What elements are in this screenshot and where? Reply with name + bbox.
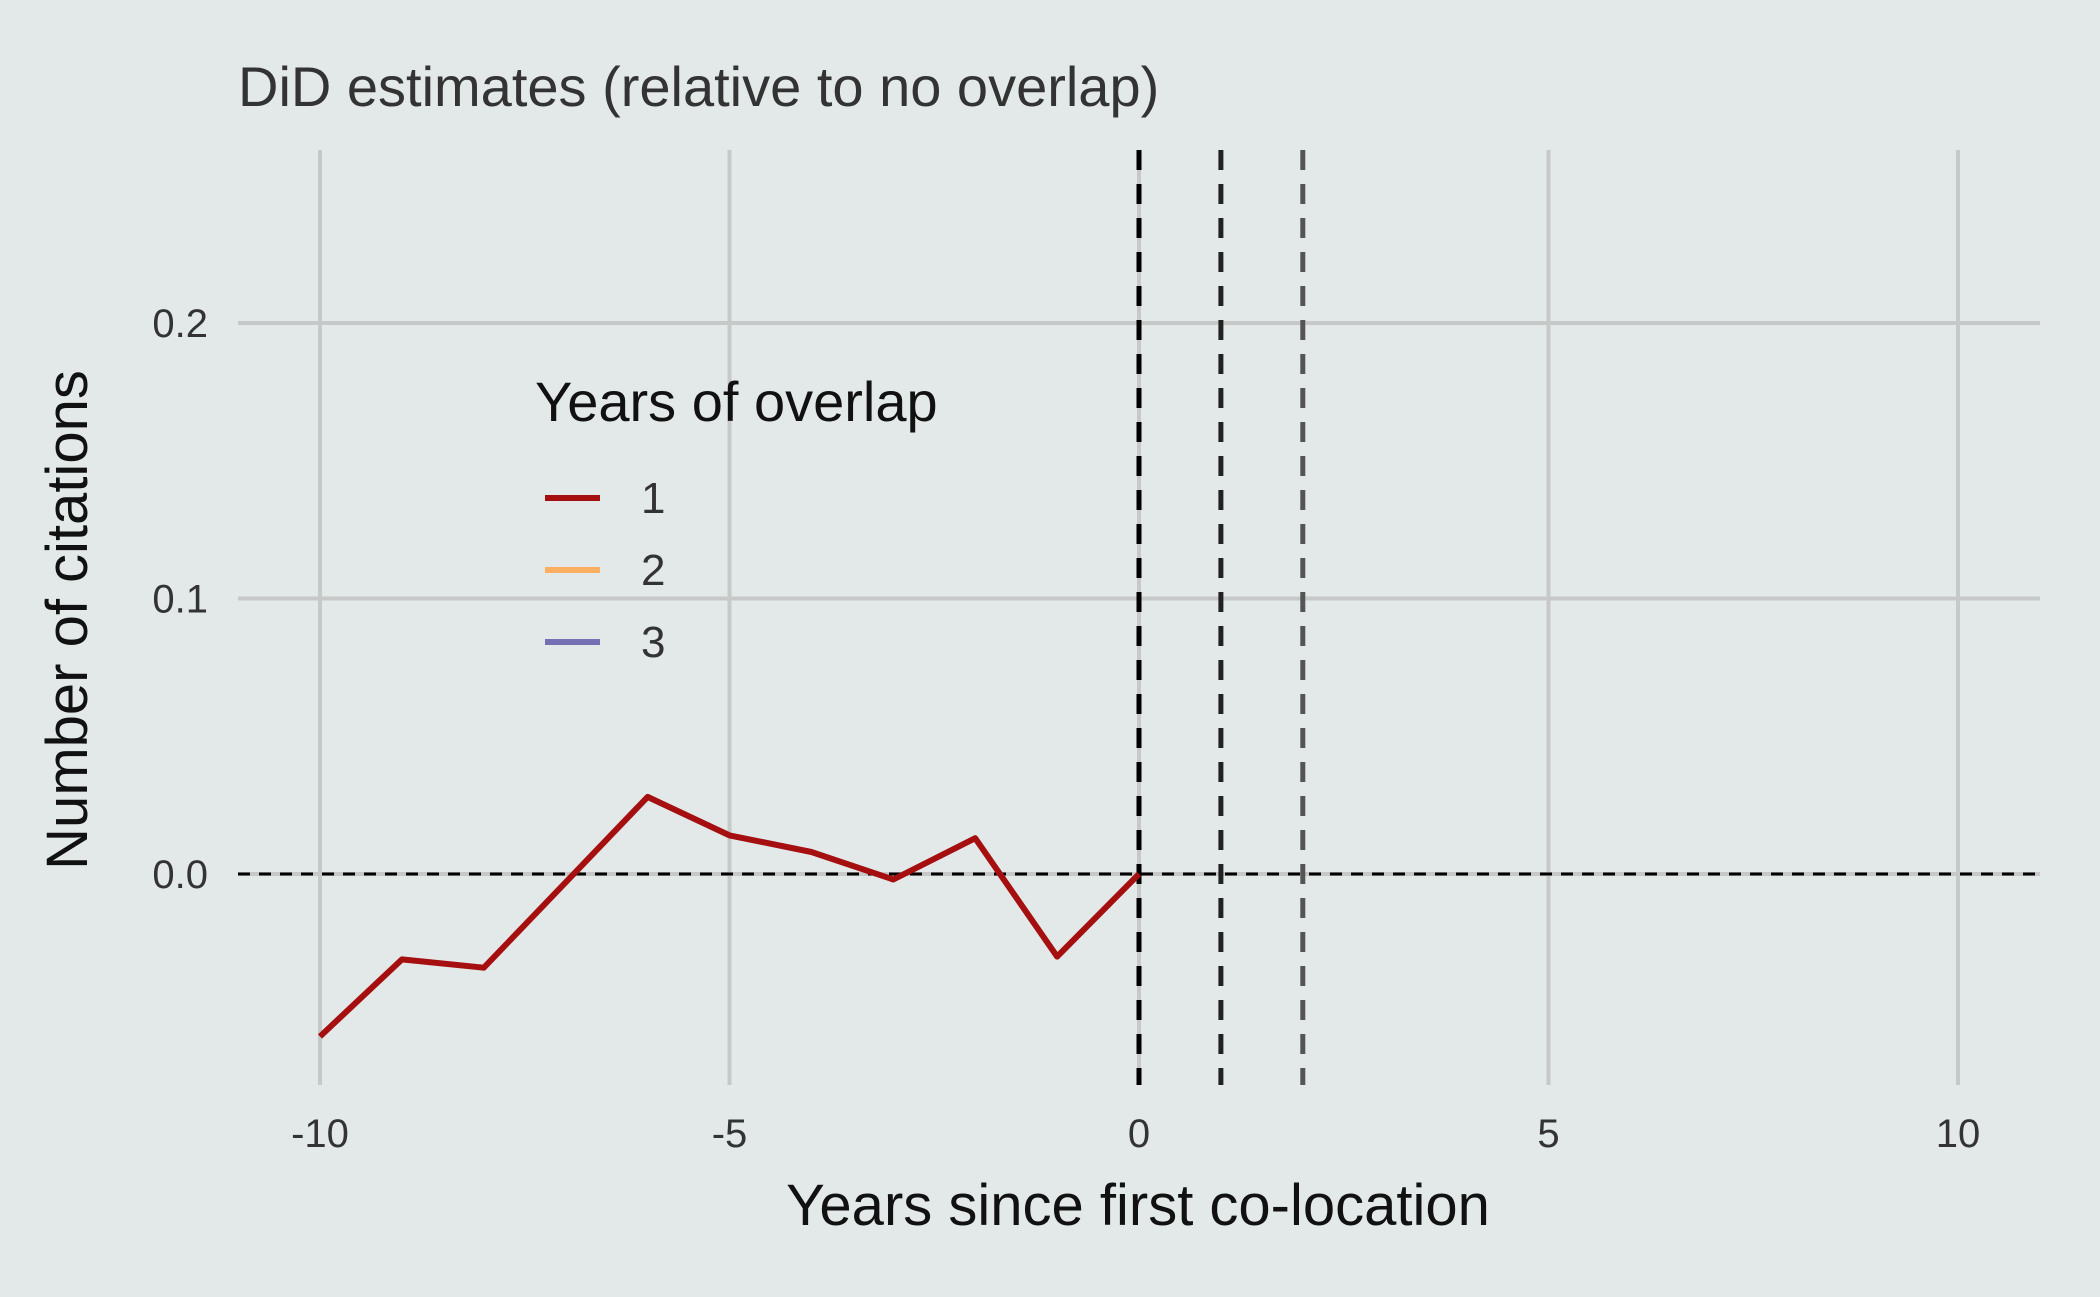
series-group [317,793,1142,1039]
y-tick-label: 0.1 [152,578,208,622]
chart-title: DiD estimates (relative to no overlap) [238,55,1159,118]
y-axis-title: Number of citations [35,370,100,870]
x-axis-title: Years since first co-location [786,1173,1490,1238]
series-line [317,793,1142,1039]
x-tick-label: -5 [712,1112,748,1156]
y-tick-label: 0.2 [152,302,208,346]
legend-label: 3 [641,618,665,667]
reference-lines [238,150,2040,1085]
x-tick-label: 5 [1537,1112,1559,1156]
legend-title: Years of overlap [535,370,938,433]
x-tick-label: 0 [1128,1112,1150,1156]
legend-entries: 1 2 3 [545,474,665,667]
legend-label: 1 [641,474,665,523]
legend: Years of overlap 1 2 3 [535,370,938,667]
y-tick-label: 0.0 [152,853,208,897]
x-tick-label: 10 [1936,1112,1981,1156]
x-axis-ticks: -10 -5 0 5 10 [291,1112,1980,1156]
x-tick-label: -10 [291,1112,349,1156]
legend-label: 2 [641,546,665,595]
y-axis-ticks: 0.0 0.1 0.2 [152,302,208,897]
